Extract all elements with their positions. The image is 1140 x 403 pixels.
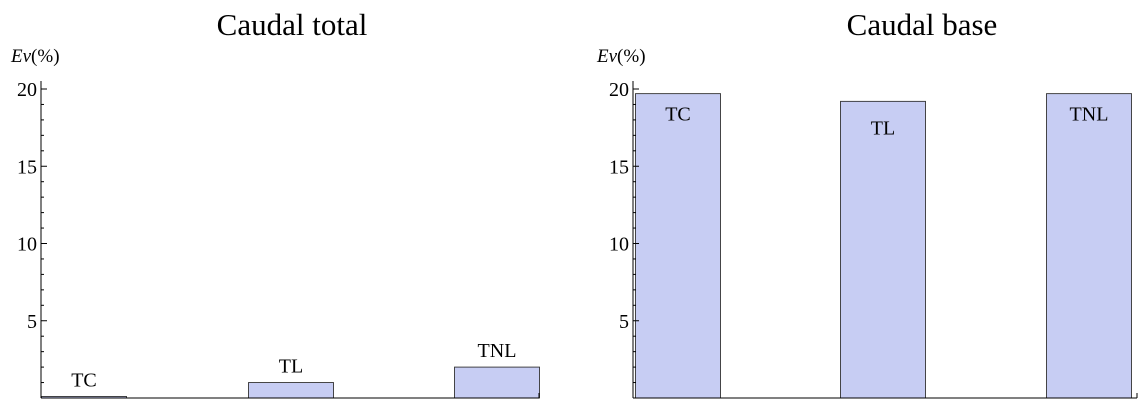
chart-title: Caudal base [847, 7, 998, 42]
y-axis-label-unit: (%) [31, 46, 59, 67]
y-axis-label-unit: (%) [617, 46, 645, 67]
y-axis-label-var: Ev [10, 46, 32, 67]
bar [635, 93, 721, 399]
y-axis-label-var: Ev [596, 46, 618, 67]
bar-label: TNL [478, 340, 517, 362]
y-tick-label: 15 [17, 156, 37, 178]
bar-label: TL [279, 356, 303, 378]
bar [248, 382, 334, 399]
plot-area: TC TL TNL 5 10 15 20 [609, 79, 1138, 399]
y-tick-label: 20 [17, 79, 37, 101]
bar [1046, 93, 1132, 399]
y-tick-label: 20 [609, 79, 629, 101]
y-axis-label: Ev(%) [10, 46, 60, 67]
bar [454, 366, 540, 399]
chart-panel-caudal-total: Caudal total Ev(%) TC TL TNL 5 10 15 20 [10, 7, 540, 399]
y-tick-label: 15 [609, 156, 629, 178]
bar [840, 100, 926, 399]
y-tick-label: 5 [27, 311, 37, 333]
y-tick-label: 5 [619, 311, 629, 333]
chart-svg: Caudal base Ev(%) TC TL TNL 5 10 15 20 [596, 7, 1138, 399]
bar-label: TC [665, 104, 691, 126]
y-tick-label: 10 [17, 234, 37, 256]
y-axis-label: Ev(%) [596, 46, 646, 67]
chart-panel-caudal-base: Caudal base Ev(%) TC TL TNL 5 10 15 20 [570, 0, 1140, 403]
bar-label: TL [871, 117, 895, 139]
plot-area: TC TL TNL 5 10 15 20 [17, 79, 540, 399]
bar-label: TNL [1070, 104, 1109, 126]
chart-svg: Caudal total Ev(%) TC TL TNL 5 10 15 20 [10, 7, 540, 399]
chart-title: Caudal total [217, 7, 368, 42]
y-tick-label: 10 [609, 234, 629, 256]
bar-label: TC [71, 369, 97, 391]
